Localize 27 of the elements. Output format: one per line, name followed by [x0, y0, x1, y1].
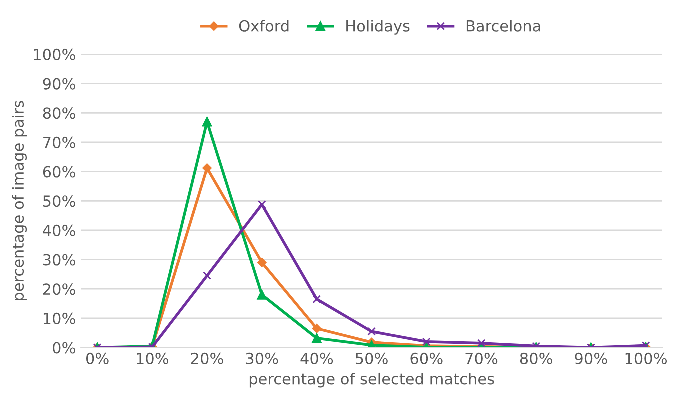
x-tick-label: 50% — [356, 352, 388, 364]
y-tick-label: 10% — [44, 312, 76, 324]
y-tick-label: 70% — [44, 136, 76, 148]
x-tick-label: 90% — [575, 352, 608, 364]
x-tick-label: 0% — [86, 352, 109, 364]
legend-label: Oxford — [239, 20, 289, 32]
legend-label: Holidays — [346, 20, 410, 35]
y-axis-title: percentage of image pairs — [12, 101, 28, 300]
y-tick-label: 90% — [43, 78, 76, 90]
y-tick-label: 100% — [34, 48, 76, 60]
x-tick-label: 30% — [246, 352, 278, 364]
x-tick-label: 10% — [137, 352, 169, 364]
y-tick-label: 50% — [43, 196, 76, 208]
x-tick-label: 40% — [300, 352, 334, 364]
x-tick-label: 70% — [466, 352, 498, 364]
x-tick-label: 60% — [410, 352, 443, 364]
y-tick-label: 20% — [43, 284, 76, 296]
legend-label: Barcelona — [466, 20, 540, 32]
y-tick-label: 80% — [43, 108, 76, 120]
y-tick-label: 30% — [43, 254, 76, 266]
y-tick-label: 60% — [43, 166, 76, 178]
x-tick-label: 100% — [626, 352, 668, 364]
x-axis-title: percentage of selected matches — [250, 372, 494, 388]
x-tick-label: 20% — [191, 352, 224, 364]
y-tick-label: 0% — [53, 342, 76, 354]
x-tick-label: 80% — [520, 352, 552, 364]
y-tick-label: 40% — [43, 224, 76, 236]
